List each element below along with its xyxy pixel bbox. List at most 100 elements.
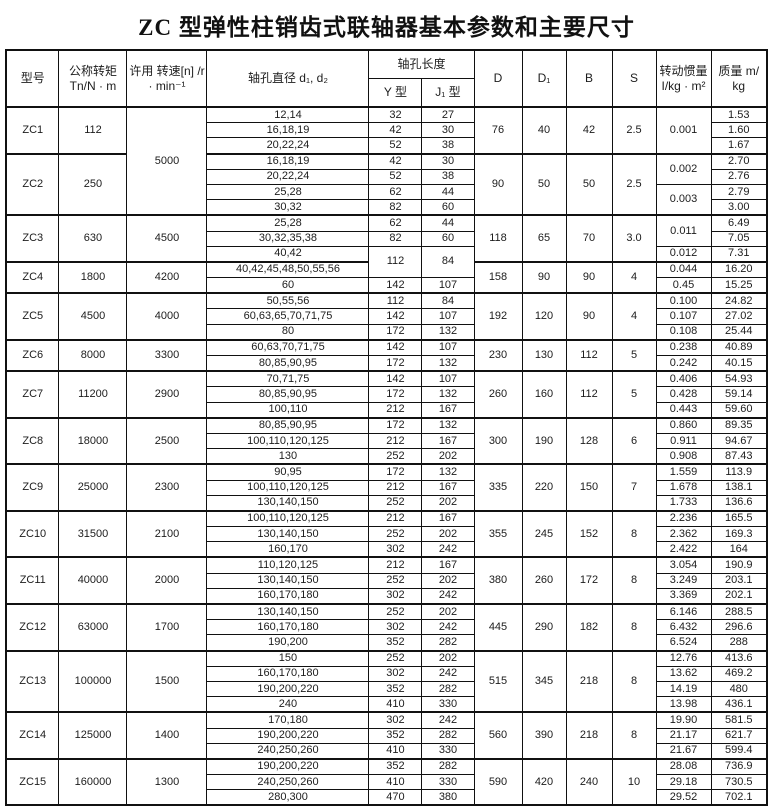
y-length-cell: 172 xyxy=(368,386,423,403)
d-cell: 118 xyxy=(473,214,523,263)
table-row: ZC3 630 4500 25,28 62 44 118 65 70 3.0 0.011 6.49 xyxy=(5,214,768,263)
bore-diameter-cell: 40,42,45,48,50,55,56 xyxy=(206,260,370,279)
d-cell: 158 xyxy=(473,260,523,294)
mass-cell: 1.60 xyxy=(710,122,768,139)
bore-diameter-cell: 25,28 xyxy=(206,214,370,232)
j1-length-cell: 282 xyxy=(421,727,475,744)
inertia-cell: 0.100 xyxy=(655,292,712,310)
bore-diameter-cell: 130 xyxy=(206,448,370,465)
bore-diameter-cell: 100,110,120,125 xyxy=(206,509,370,528)
y-length-cell: 252 xyxy=(368,572,423,589)
bore-diameter-cell: 25,28 xyxy=(206,183,370,201)
d-cell: 335 xyxy=(473,463,523,512)
inertia-cell: 0.108 xyxy=(655,323,712,341)
d1-cell: 130 xyxy=(521,338,567,372)
s-cell: 4 xyxy=(611,292,657,341)
speed-cell: 5000 xyxy=(126,105,208,216)
mass-cell: 138.1 xyxy=(710,479,768,496)
y-length-cell: 62 xyxy=(368,183,423,201)
b-cell: 172 xyxy=(565,556,613,605)
j1-length-cell: 202 xyxy=(421,649,475,667)
speed-cell: 4000 xyxy=(126,292,208,341)
inertia-cell: 0.428 xyxy=(655,386,712,403)
table-row: 240,250,260 410 330 29.18 730.5 xyxy=(6,774,768,791)
s-cell: 5 xyxy=(611,370,657,419)
bore-diameter-cell: 130,140,150 xyxy=(206,572,370,589)
d-cell: 355 xyxy=(473,509,523,558)
table-row: 130,140,150 252 202 1.733 136.6 xyxy=(6,494,768,512)
table-row: ZC10 31500 2100 100,110,120,125 212 167 355 245… xyxy=(5,509,768,558)
bore-diameter-cell: 160,170,180 xyxy=(206,665,370,682)
table-row: 160,170,180 302 242 13.62 469.2 xyxy=(6,665,768,682)
y-length-cell: 302 xyxy=(368,665,423,682)
bore-diameter-cell: 70,71,75 xyxy=(206,370,370,388)
mass-cell: 581.5 xyxy=(710,711,768,729)
bore-diameter-cell: 50,55,56 xyxy=(206,292,370,310)
bore-length-header: 轴孔长度 xyxy=(368,49,475,79)
table-row: 160,170,180 302 242 3.369 202.1 xyxy=(6,587,768,605)
mass-cell: 480 xyxy=(710,680,768,698)
mass-cell: 469.2 xyxy=(710,665,768,682)
torque-cell: 160000 xyxy=(58,757,128,806)
d-cell: 590 xyxy=(473,757,523,806)
table-row: 80,85,90,95 172 132 0.428 59.14 xyxy=(6,386,768,403)
bore-diameter-cell: 160,170,180 xyxy=(206,619,370,636)
model-cell: ZC15 xyxy=(5,757,60,806)
table-row: 190,200 352 282 6.524 288 xyxy=(6,634,768,652)
mass-cell: 2.76 xyxy=(710,168,768,185)
bore-diameter-cell: 30,32,35,38 xyxy=(206,230,370,247)
y-length-cell: 142 xyxy=(368,308,423,325)
y-length-cell: 52 xyxy=(368,137,423,155)
d1-cell: 160 xyxy=(521,370,567,419)
torque-cell: 125000 xyxy=(58,711,128,760)
page: { "title": "ZC 型弹性柱销齿式联轴器基本参数和主要尺寸", "ta… xyxy=(4,15,768,806)
model-cell: ZC11 xyxy=(5,556,60,605)
y-length-cell: 82 xyxy=(368,199,423,216)
mass-cell: 1.53 xyxy=(710,106,768,124)
inertia-cell: 0.238 xyxy=(655,338,712,356)
j1-length-cell: 107 xyxy=(421,308,475,325)
torque-cell: 40000 xyxy=(58,556,128,605)
d-cell: 230 xyxy=(473,338,523,372)
bore-diameter-cell: 240,250,260 xyxy=(206,774,370,791)
table-row: 16,18,19 42 30 1.60 xyxy=(6,122,768,139)
mass-cell: 113.9 xyxy=(710,463,768,481)
mass-cell: 7.05 xyxy=(710,230,768,247)
d1-cell: 40 xyxy=(521,106,567,155)
d-cell: 192 xyxy=(473,292,523,341)
speed-cell: 2900 xyxy=(126,370,208,419)
y-length-cell: 302 xyxy=(368,541,423,558)
mass-cell: 94.67 xyxy=(710,432,768,450)
j1-length-cell: 30 xyxy=(421,122,475,139)
j1-length-cell: 132 xyxy=(421,323,475,341)
model-header: 型号 xyxy=(5,49,60,108)
s-cell: 10 xyxy=(611,757,657,806)
inertia-cell: 0.012 xyxy=(655,245,712,263)
j1-type-header: J₁ 型 xyxy=(421,78,475,108)
bore-diameter-cell: 80 xyxy=(206,323,370,341)
torque-cell: 250 xyxy=(58,152,128,216)
b-cell: 90 xyxy=(565,292,613,341)
d-cell: 380 xyxy=(473,556,523,605)
inertia-cell: 0.003 xyxy=(655,183,712,216)
inertia-cell: 0.45 xyxy=(655,277,712,294)
mass-cell: 296.6 xyxy=(710,619,768,636)
y-length-cell: 410 xyxy=(368,742,423,760)
j1-length-cell: 242 xyxy=(421,619,475,636)
y-length-cell: 142 xyxy=(368,370,423,388)
j1-length-cell: 30 xyxy=(421,152,475,170)
j1-length-cell: 167 xyxy=(421,432,475,450)
table-row: 190,200,220 352 282 21.17 621.7 xyxy=(6,727,768,744)
inertia-cell: 2.362 xyxy=(655,526,712,543)
mass-cell: 2.79 xyxy=(710,183,768,201)
d1-cell: 290 xyxy=(521,603,567,652)
inertia-cell: 3.054 xyxy=(655,556,712,574)
j1-length-cell: 132 xyxy=(421,355,475,372)
j1-length-cell: 380 xyxy=(421,789,475,806)
s-cell: 8 xyxy=(611,603,657,652)
inertia-cell: 14.19 xyxy=(655,680,712,698)
table-row: 130,140,150 252 202 3.249 203.1 xyxy=(6,572,768,589)
b-cell: 50 xyxy=(565,152,613,216)
j1-length-cell: 167 xyxy=(421,401,475,419)
y-length-cell: 470 xyxy=(368,789,423,806)
